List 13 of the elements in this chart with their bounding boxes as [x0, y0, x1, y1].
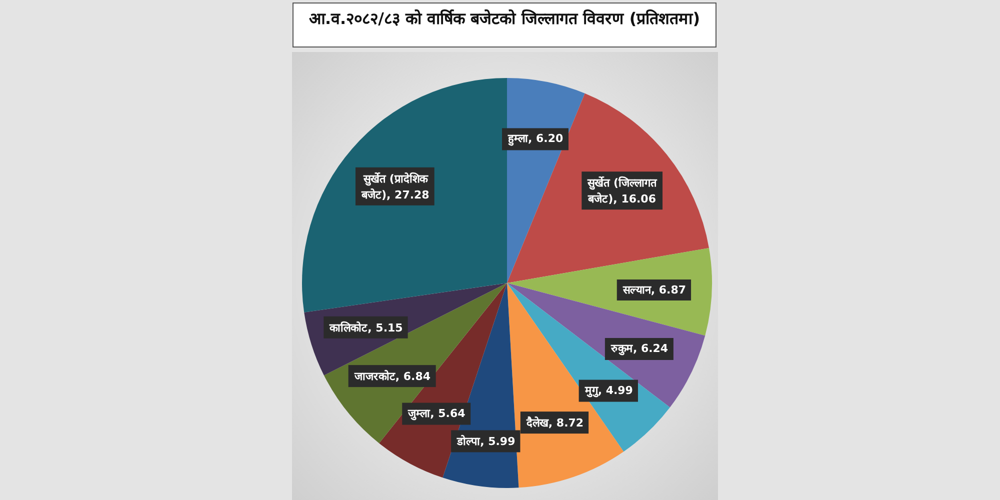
- slice-label: जाजरकोट, 6.84: [353, 369, 431, 384]
- chart-title: आ.व.२०८२/८३ को वार्षिक बजेटको जिल्लागत विवरण (प्रतिशतमा): [308, 9, 700, 28]
- slice-label: दैलेख, 8.72: [525, 416, 584, 430]
- slice-label: मुगु, 4.99: [584, 384, 633, 398]
- slice-label: सुर्खेत (प्रादेशिक बजेट), 27.28: [360, 171, 430, 202]
- slice-label: हुम्ला, 6.20: [506, 132, 564, 146]
- slice-label: रुकुम, 6.24: [610, 342, 668, 356]
- slice-label: सल्यान, 6.87: [622, 283, 686, 296]
- slice-label: जुम्ला, 5.64: [407, 406, 466, 421]
- pie-slice: [302, 78, 507, 312]
- slice-label: कालिकोट, 5.15: [328, 320, 403, 334]
- slice-label: डोल्पा, 5.99: [456, 434, 516, 448]
- slice-label: सुर्खेत (जिल्लागत बजेट), 16.06: [586, 176, 658, 206]
